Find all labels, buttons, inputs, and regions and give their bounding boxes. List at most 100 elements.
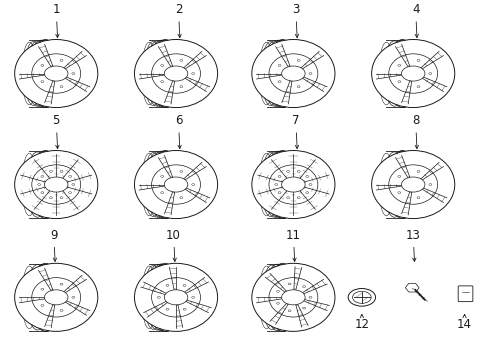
Ellipse shape (297, 197, 300, 199)
Text: 2: 2 (174, 3, 182, 37)
Ellipse shape (164, 66, 187, 81)
Ellipse shape (60, 197, 63, 199)
Ellipse shape (180, 59, 183, 61)
Ellipse shape (49, 171, 52, 172)
Ellipse shape (44, 66, 68, 81)
Ellipse shape (416, 197, 419, 199)
Ellipse shape (286, 171, 289, 172)
Ellipse shape (157, 296, 160, 298)
Ellipse shape (302, 286, 305, 287)
Ellipse shape (15, 40, 98, 108)
Ellipse shape (165, 309, 169, 310)
Ellipse shape (49, 197, 52, 199)
Ellipse shape (72, 73, 75, 75)
Ellipse shape (41, 288, 44, 290)
Ellipse shape (38, 184, 41, 185)
Ellipse shape (371, 40, 454, 108)
Ellipse shape (401, 177, 424, 192)
Ellipse shape (251, 263, 334, 331)
Text: 10: 10 (166, 229, 181, 261)
Ellipse shape (305, 176, 308, 177)
Ellipse shape (397, 176, 400, 177)
Ellipse shape (134, 150, 217, 219)
Ellipse shape (60, 59, 63, 61)
Ellipse shape (60, 283, 63, 285)
Ellipse shape (278, 81, 281, 82)
Ellipse shape (308, 73, 311, 75)
Ellipse shape (401, 66, 424, 81)
Ellipse shape (44, 290, 68, 305)
Ellipse shape (397, 192, 400, 194)
Ellipse shape (416, 171, 419, 172)
Ellipse shape (41, 305, 44, 306)
Ellipse shape (180, 171, 183, 172)
Ellipse shape (251, 150, 334, 219)
Text: 6: 6 (174, 114, 182, 149)
Text: 5: 5 (52, 114, 60, 149)
Ellipse shape (281, 290, 305, 305)
Ellipse shape (161, 81, 163, 82)
Text: 11: 11 (285, 229, 300, 261)
Ellipse shape (15, 263, 98, 331)
Ellipse shape (281, 66, 305, 81)
Ellipse shape (41, 64, 44, 66)
Ellipse shape (297, 86, 300, 87)
Ellipse shape (60, 86, 63, 87)
Ellipse shape (397, 81, 400, 82)
Ellipse shape (183, 309, 185, 310)
Ellipse shape (41, 176, 44, 177)
Ellipse shape (161, 192, 163, 194)
Text: 13: 13 (405, 229, 420, 261)
Ellipse shape (161, 176, 163, 177)
Ellipse shape (68, 176, 71, 177)
Ellipse shape (281, 177, 305, 192)
Text: 3: 3 (291, 3, 299, 37)
Ellipse shape (41, 81, 44, 82)
Ellipse shape (161, 64, 163, 66)
Ellipse shape (308, 184, 311, 185)
Ellipse shape (180, 86, 183, 87)
Ellipse shape (416, 59, 419, 61)
Ellipse shape (183, 284, 185, 286)
Ellipse shape (191, 73, 194, 75)
Ellipse shape (15, 150, 98, 219)
Ellipse shape (276, 291, 279, 292)
Ellipse shape (191, 184, 194, 185)
Ellipse shape (60, 310, 63, 311)
Ellipse shape (297, 171, 300, 172)
Text: 14: 14 (456, 314, 471, 331)
Text: 12: 12 (354, 314, 368, 331)
Ellipse shape (286, 197, 289, 199)
Ellipse shape (72, 296, 75, 298)
Ellipse shape (287, 310, 290, 312)
Text: 4: 4 (411, 3, 419, 37)
Text: 1: 1 (52, 3, 60, 37)
Text: 9: 9 (50, 229, 58, 261)
Ellipse shape (164, 290, 187, 305)
Ellipse shape (274, 184, 277, 185)
Ellipse shape (302, 307, 305, 309)
Ellipse shape (278, 176, 281, 177)
Ellipse shape (68, 192, 71, 194)
Text: 7: 7 (291, 114, 299, 149)
Ellipse shape (308, 296, 311, 298)
Ellipse shape (191, 296, 194, 298)
Ellipse shape (41, 192, 44, 194)
Ellipse shape (278, 64, 281, 66)
Ellipse shape (428, 73, 431, 75)
Ellipse shape (297, 59, 300, 61)
Ellipse shape (416, 86, 419, 87)
Ellipse shape (251, 40, 334, 108)
Ellipse shape (164, 177, 187, 192)
Ellipse shape (60, 171, 63, 172)
Ellipse shape (134, 263, 217, 331)
Ellipse shape (134, 40, 217, 108)
Ellipse shape (72, 184, 75, 185)
Ellipse shape (371, 150, 454, 219)
Ellipse shape (165, 284, 169, 286)
Ellipse shape (287, 283, 290, 285)
Ellipse shape (428, 184, 431, 185)
Ellipse shape (278, 192, 281, 194)
Ellipse shape (305, 192, 308, 194)
Ellipse shape (397, 64, 400, 66)
